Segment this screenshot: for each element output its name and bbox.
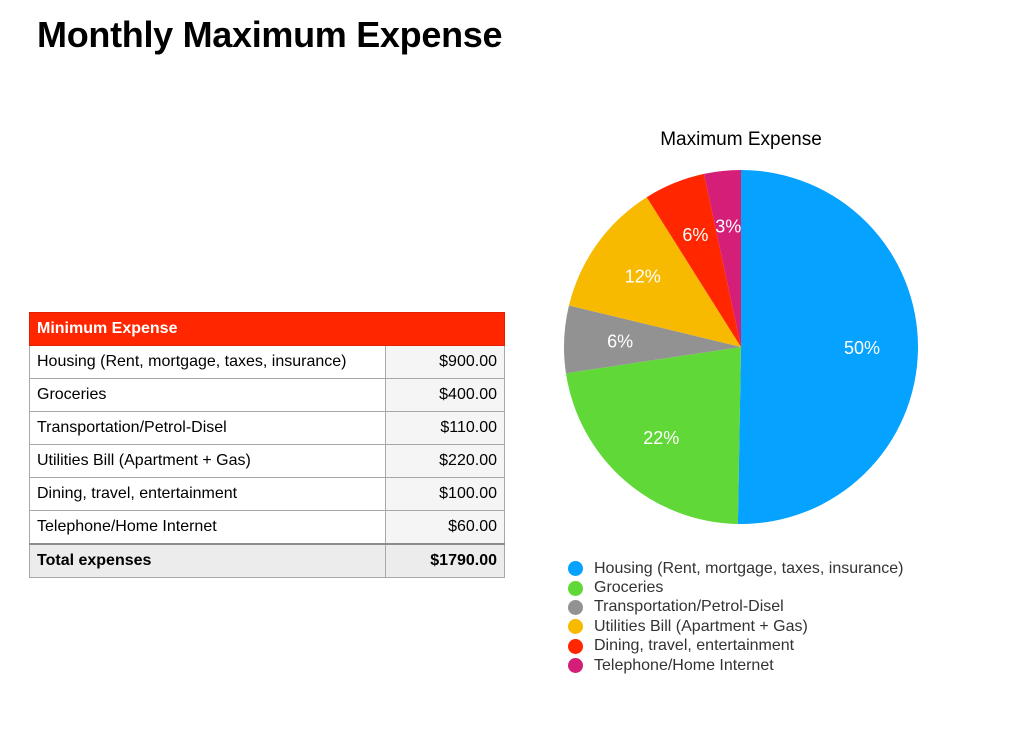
chart-legend: Housing (Rent, mortgage, taxes, insuranc… <box>568 559 903 675</box>
row-label: Housing (Rent, mortgage, taxes, insuranc… <box>29 345 386 379</box>
page-title: Monthly Maximum Expense <box>37 14 503 55</box>
table-row: Utilities Bill (Apartment + Gas) $220.00 <box>29 444 505 478</box>
legend-item: Utilities Bill (Apartment + Gas) <box>568 617 903 636</box>
legend-item: Groceries <box>568 578 903 597</box>
legend-label: Transportation/Petrol-Disel <box>594 598 784 616</box>
total-row: Total expenses $1790.00 <box>29 543 505 578</box>
table-row: Dining, travel, entertainment $100.00 <box>29 477 505 511</box>
pie-slice <box>565 347 741 524</box>
table-header: Minimum Expense <box>29 312 505 346</box>
row-amount: $900.00 <box>385 345 505 379</box>
slice-label: 50% <box>844 338 880 358</box>
pie-slice <box>646 173 741 347</box>
row-amount: $400.00 <box>385 378 505 412</box>
legend-label: Telephone/Home Internet <box>594 656 774 674</box>
row-amount: $220.00 <box>385 444 505 478</box>
legend-swatch <box>568 658 583 674</box>
table-row: Housing (Rent, mortgage, taxes, insuranc… <box>29 345 505 379</box>
total-label: Total expenses <box>29 543 386 578</box>
legend-label: Housing (Rent, mortgage, taxes, insuranc… <box>594 559 904 577</box>
legend-swatch <box>568 638 583 654</box>
chart-title: Maximum Expense <box>660 129 822 150</box>
pie-slice <box>568 197 741 347</box>
row-amount: $110.00 <box>385 411 505 445</box>
legend-item: Housing (Rent, mortgage, taxes, insuranc… <box>568 559 903 578</box>
legend-swatch <box>568 561 583 577</box>
row-label: Utilities Bill (Apartment + Gas) <box>29 444 386 478</box>
pie-slice <box>703 170 741 347</box>
legend-swatch <box>568 619 583 635</box>
legend-swatch <box>568 580 583 596</box>
row-label: Transportation/Petrol-Disel <box>29 411 386 445</box>
table-header-row: Minimum Expense <box>29 312 505 346</box>
table-row: Groceries $400.00 <box>29 378 505 412</box>
row-amount: $60.00 <box>385 510 505 545</box>
slice-label: 6% <box>682 225 708 245</box>
legend-label: Groceries <box>594 579 664 597</box>
table-row: Transportation/Petrol-Disel $110.00 <box>29 411 505 445</box>
legend-label: Dining, travel, entertainment <box>594 637 795 655</box>
legend-label: Utilities Bill (Apartment + Gas) <box>594 617 808 635</box>
slice-label: 3% <box>715 217 741 237</box>
slice-label: 22% <box>643 428 679 448</box>
slice-label: 6% <box>607 332 633 352</box>
legend-item: Telephone/Home Internet <box>568 656 903 675</box>
expense-table: Minimum Expense Housing (Rent, mortgage,… <box>29 312 505 578</box>
table-row: Telephone/Home Internet $60.00 <box>29 510 505 545</box>
row-label: Telephone/Home Internet <box>29 510 386 545</box>
legend-item: Transportation/Petrol-Disel <box>568 598 903 617</box>
slice-label: 12% <box>625 266 661 286</box>
row-label: Dining, travel, entertainment <box>29 477 386 511</box>
row-label: Groceries <box>29 378 386 412</box>
legend-item: Dining, travel, entertainment <box>568 637 903 656</box>
pie-slice <box>564 305 741 374</box>
pie-chart: 50% 22% 6% 12% 6% 3% <box>564 170 918 524</box>
pie-slice <box>737 170 918 524</box>
legend-swatch <box>568 599 583 615</box>
row-amount: $100.00 <box>385 477 505 511</box>
total-amount: $1790.00 <box>385 543 505 578</box>
